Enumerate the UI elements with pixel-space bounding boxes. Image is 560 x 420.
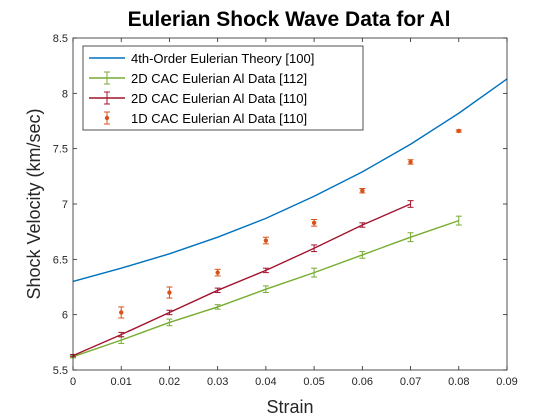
x-tick-label: 0.01 [111, 376, 132, 388]
data-point [456, 128, 461, 134]
x-tick-label: 0.03 [207, 376, 228, 388]
legend-item: 1D CAC Eulerian Al Data [110] [104, 111, 307, 126]
error-bar [455, 215, 462, 226]
legend-item: 2D CAC Eulerian Al Data [112] [89, 71, 307, 86]
error-bar [359, 222, 366, 228]
data-point [119, 310, 124, 315]
legend-swatch-marker [104, 115, 110, 121]
y-tick-label: 8.5 [53, 33, 68, 45]
error-bar [311, 267, 318, 278]
error-bar [214, 287, 221, 294]
legend-item: 2D CAC Eulerian Al Data [110] [89, 91, 307, 106]
series-line [72, 78, 508, 283]
data-point [263, 238, 269, 243]
legend: 4th-Order Eulerian Theory [100] 2D CAC Eu… [82, 45, 364, 131]
series-4 [118, 128, 462, 319]
y-tick-label: 6 [62, 310, 68, 322]
x-tick-label: 0.07 [400, 376, 421, 388]
error-bar [214, 304, 221, 310]
error-bar [262, 285, 269, 294]
data-point [167, 290, 172, 295]
chart-title: Eulerian Shock Wave Data for Al [128, 8, 451, 31]
error-bar [311, 244, 318, 253]
error-bar [407, 200, 414, 208]
error-bar [262, 267, 269, 274]
x-tick-label: 0.09 [496, 376, 517, 388]
y-tick-label: 5.5 [53, 365, 68, 377]
legend-label: 2D CAC Eulerian Al Data [110] [131, 91, 307, 106]
legend-label: 1D CAC Eulerian Al Data [110] [131, 111, 307, 126]
data-point [311, 220, 317, 226]
y-axis-label: Shock Velocity (km/sec) [24, 108, 44, 299]
x-tick-label: 0.08 [448, 376, 469, 388]
x-tick-label: 0.05 [303, 376, 324, 388]
legend-item: 4th-Order Eulerian Theory [100] [89, 51, 314, 66]
series-2 [70, 215, 462, 359]
data-point [360, 188, 365, 193]
series-line [72, 203, 411, 357]
y-tick-label: 8 [62, 88, 68, 100]
x-tick-label: 0.02 [159, 376, 180, 388]
y-tick-label: 7 [62, 199, 68, 211]
data-point [408, 159, 413, 165]
error-bar [359, 251, 366, 259]
plot-box [72, 37, 508, 371]
series-layer [70, 78, 508, 359]
axis-ticks: 0 0.01 0.02 0.03 0.04 0.05 0.06 0.07 0.08 0.09 5.5… [53, 33, 518, 388]
legend-box [82, 45, 364, 131]
series-1 [72, 78, 508, 283]
data-point [215, 270, 220, 275]
error-bar [407, 232, 414, 243]
series-3 [70, 200, 414, 358]
legend-label: 4th-Order Eulerian Theory [100] [131, 51, 314, 66]
x-axis-label: Strain [266, 397, 313, 417]
x-tick-label: 0 [70, 376, 76, 388]
x-tick-label: 0.04 [255, 376, 276, 388]
error-bar [166, 309, 173, 316]
error-bar [166, 318, 173, 327]
y-tick-label: 6.5 [53, 254, 68, 266]
legend-label: 2D CAC Eulerian Al Data [112] [131, 71, 307, 86]
y-tick-label: 7.5 [53, 144, 68, 156]
x-tick-label: 0.06 [352, 376, 373, 388]
error-bar [118, 331, 125, 338]
